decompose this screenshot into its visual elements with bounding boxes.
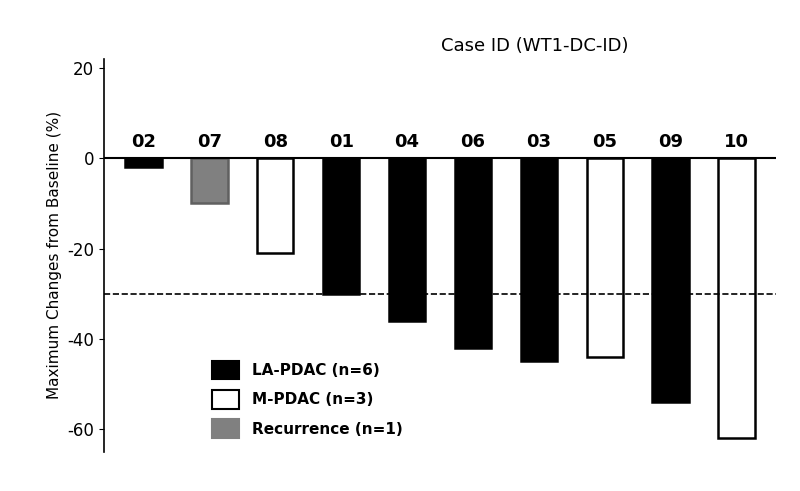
Text: 10: 10 (724, 134, 749, 152)
Bar (586, 158, 623, 357)
Text: 05: 05 (592, 134, 618, 152)
Text: Case ID (WT1-DC-ID): Case ID (WT1-DC-ID) (441, 37, 628, 55)
Text: 03: 03 (526, 134, 551, 152)
Y-axis label: Maximum Changes from Baseline (%): Maximum Changes from Baseline (%) (46, 111, 62, 399)
Text: 02: 02 (131, 134, 156, 152)
Bar (257, 158, 294, 253)
Bar (653, 158, 689, 402)
Bar (718, 158, 754, 438)
Text: 04: 04 (394, 134, 419, 152)
Bar (389, 158, 425, 321)
Bar (126, 158, 162, 167)
Bar (191, 158, 227, 203)
Legend: LA-PDAC (n=6), M-PDAC (n=3), Recurrence (n=1): LA-PDAC (n=6), M-PDAC (n=3), Recurrence … (206, 355, 409, 444)
Text: 01: 01 (329, 134, 354, 152)
Bar (323, 158, 359, 294)
Bar (455, 158, 491, 348)
Text: 09: 09 (658, 134, 683, 152)
Text: 07: 07 (197, 134, 222, 152)
Bar (521, 158, 557, 361)
Text: 06: 06 (461, 134, 486, 152)
Text: 08: 08 (262, 134, 288, 152)
